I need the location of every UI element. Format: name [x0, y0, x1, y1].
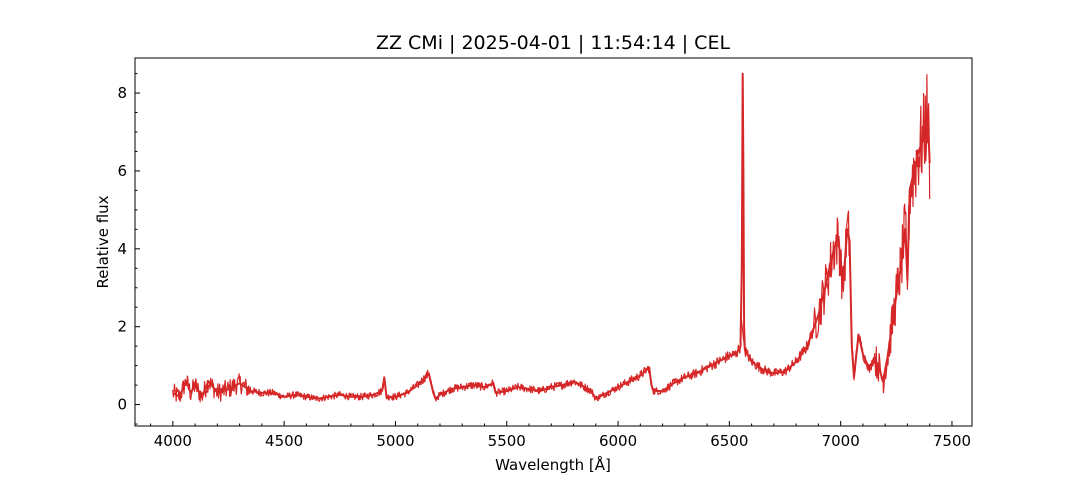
y-tick-label: 0 [117, 396, 127, 414]
x-tick-label: 5000 [376, 432, 414, 450]
y-tick-label: 6 [117, 162, 127, 180]
x-tick-label: 6500 [710, 432, 748, 450]
x-tick-label: 7000 [822, 432, 860, 450]
y-tick-label: 8 [117, 84, 127, 102]
x-tick-label: 5500 [488, 432, 526, 450]
x-tick-label: 4000 [154, 432, 192, 450]
spectrum-series-noise [172, 74, 931, 403]
plot-area [172, 72, 931, 403]
x-tick-label: 4500 [265, 432, 303, 450]
x-axis-label: Wavelength [Å] [495, 455, 611, 474]
x-tick-label: 7500 [933, 432, 971, 450]
y-axis-label: Relative flux [94, 195, 112, 288]
plot-frame [134, 57, 973, 427]
y-tick-label: 2 [117, 318, 127, 336]
x-axis-ticks: 4000 4500 5000 5500 6000 6500 7000 7500 [150, 421, 971, 450]
x-tick-label: 6000 [599, 432, 637, 450]
chart-title: ZZ CMi | 2025-04-01 | 11:54:14 | CEL [376, 32, 730, 54]
y-tick-label: 4 [117, 240, 127, 258]
y-axis-ticks: 0 2 4 6 8 [117, 73, 140, 425]
